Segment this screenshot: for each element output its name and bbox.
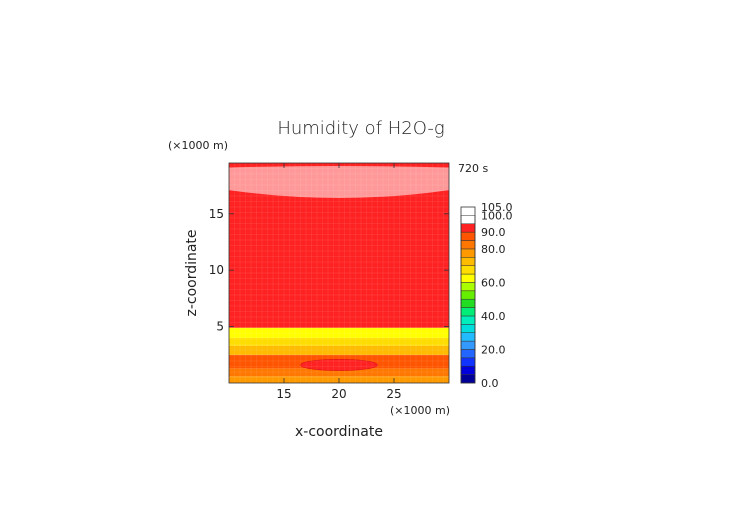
colorbar-swatch xyxy=(460,282,476,292)
colorbar-swatch xyxy=(460,273,476,283)
field-band-1 xyxy=(229,368,449,377)
colorbar-swatch xyxy=(460,315,476,325)
colorbar-label: 60.0 xyxy=(481,276,506,289)
colorbar-swatch xyxy=(460,248,476,258)
colorbar-label: 105.0 xyxy=(481,201,513,214)
field-feature-1 xyxy=(229,166,449,198)
colorbar-swatch xyxy=(460,298,476,308)
field-band-4 xyxy=(229,337,449,346)
colorbar-swatch xyxy=(460,231,476,241)
colorbar-swatch xyxy=(460,357,476,367)
colorbar-swatch xyxy=(460,223,476,233)
colorbar-swatch xyxy=(460,265,476,275)
y-axis-label: z-coordinate xyxy=(184,229,200,316)
y-tick-label: 10 xyxy=(209,263,224,277)
y-tick-label: 5 xyxy=(216,320,224,334)
x-tick-label: 20 xyxy=(331,387,346,401)
colorbar-swatch xyxy=(460,324,476,333)
colorbar-swatch xyxy=(460,365,476,375)
colorbar-swatch xyxy=(460,340,476,350)
time-label: 720 s xyxy=(458,162,488,175)
colorbar-swatch xyxy=(460,307,476,317)
colorbar-label: 90.0 xyxy=(481,226,506,239)
colorbar-label: 0.0 xyxy=(481,377,499,390)
colorbar-label: 100.0 xyxy=(481,209,513,222)
x-unit-label: (×1000 m) xyxy=(390,404,450,417)
colorbar-swatch xyxy=(460,257,476,266)
y-unit-label: (×1000 m) xyxy=(168,139,228,152)
chart-title: Humidity of H2O-g xyxy=(277,118,444,139)
colorbar-label: 40.0 xyxy=(481,310,506,323)
colorbar-label: 80.0 xyxy=(481,243,506,256)
colorbar-label: 20.0 xyxy=(481,343,506,356)
colorbar-swatch xyxy=(460,332,476,342)
colorbar-swatch xyxy=(460,240,476,250)
y-axis: 5 10 15 xyxy=(209,207,449,334)
y-tick-label: 15 xyxy=(209,207,224,221)
x-axis: 15 20 25 xyxy=(276,163,402,401)
x-tick-label: 15 xyxy=(276,387,291,401)
colorbar-border xyxy=(460,206,476,384)
colorbar-swatch xyxy=(460,374,476,384)
x-tick-label: 25 xyxy=(386,387,401,401)
colorbar-swatch xyxy=(460,215,476,225)
colorbar-swatch xyxy=(460,290,476,300)
x-axis-label: x-coordinate xyxy=(295,424,383,440)
humidity-field xyxy=(229,163,449,383)
field-band-3 xyxy=(229,345,449,355)
colorbar-swatch xyxy=(460,349,476,359)
field-band-5 xyxy=(229,327,449,338)
field-feature-0 xyxy=(300,359,378,371)
